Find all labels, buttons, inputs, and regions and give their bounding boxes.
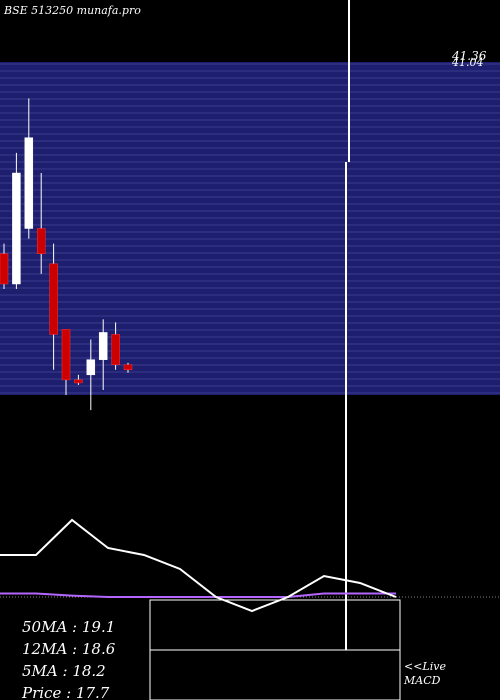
ma50-label: 50MA : 19.1: [22, 618, 116, 636]
candle-body: [36, 228, 46, 254]
candle-body: [0, 253, 9, 285]
price-panel-background: [0, 62, 500, 395]
price-label: Price : 17.7: [22, 684, 110, 700]
live-link-text: <<Live: [404, 660, 446, 673]
candle-body: [98, 332, 108, 360]
live-macd-link[interactable]: <<Live MACD: [404, 660, 446, 688]
price-label-second: 41.04: [451, 56, 484, 69]
macd-line: [0, 518, 397, 613]
ma5-label: 5MA : 18.2: [22, 662, 106, 680]
candle-body: [12, 172, 21, 285]
ma12-label: 12MA : 18.6: [22, 640, 116, 658]
candles-group: [0, 98, 133, 411]
macd-signal-line: [0, 592, 396, 598]
candle-body: [24, 137, 34, 229]
price-grid: [0, 63, 500, 394]
macd-group: [0, 518, 397, 613]
macd-link-text: MACD: [404, 674, 441, 687]
candle-body: [123, 364, 133, 371]
candle-body: [111, 334, 120, 365]
price-label-top: 41.36: [451, 49, 487, 63]
candle-body: [49, 263, 58, 335]
candle-body: [61, 329, 71, 381]
candle-body: [86, 359, 96, 376]
chart-title: BSE 513250 munafa.pro: [4, 4, 141, 17]
candle-body: [74, 379, 83, 384]
moving-average-panel: 50MA : 19.1 12MA : 18.6 5MA : 18.2 Price…: [22, 616, 115, 700]
